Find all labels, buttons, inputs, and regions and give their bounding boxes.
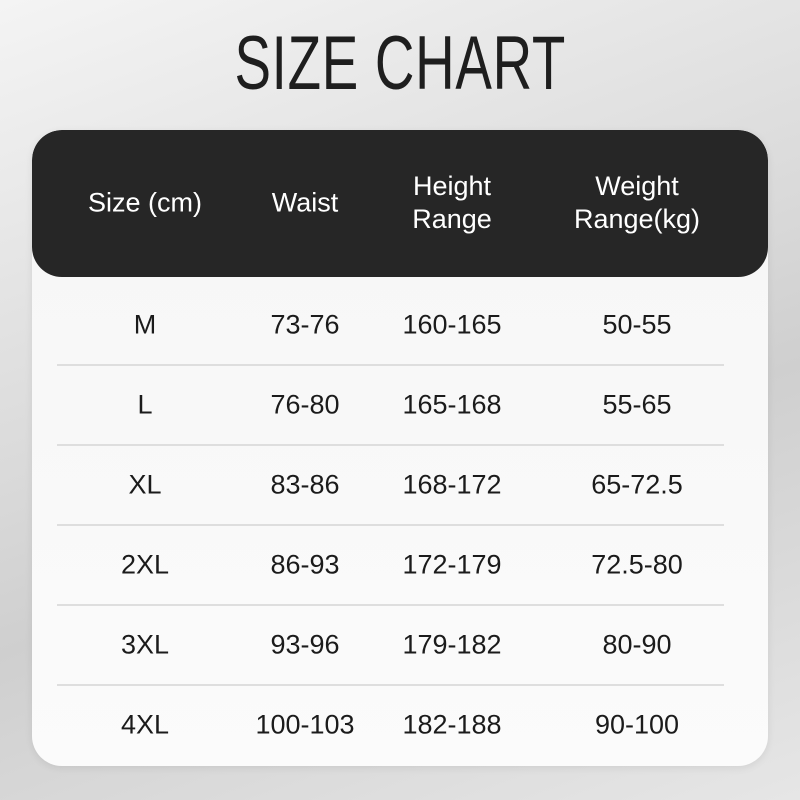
header-line: Size (cm): [88, 187, 202, 218]
table-cell: 50-55: [602, 309, 672, 340]
header-line: Waist: [271, 187, 339, 218]
table-cell: 168-172: [402, 469, 502, 500]
table-cell: M: [133, 309, 157, 340]
column-header: Waist: [272, 187, 339, 220]
row-divider: [57, 604, 724, 606]
table-cell: 76-80: [270, 389, 340, 420]
table-cell: 172-179: [402, 549, 502, 580]
column-header: Height Range: [412, 170, 492, 236]
header-line: Range: [412, 204, 492, 234]
row-divider: [57, 364, 724, 366]
table-cell: 90-100: [594, 709, 680, 740]
table-cell: 86-93: [270, 549, 340, 580]
header-line: Weight: [595, 171, 679, 201]
table-cell: 83-86: [270, 469, 340, 500]
table-cell: 2XL: [120, 549, 170, 580]
table-cell: 179-182: [402, 629, 502, 660]
table-cell: 4XL: [120, 709, 170, 740]
header-line: Range(kg): [573, 204, 701, 234]
page-title: SIZE CHART: [234, 21, 566, 106]
table-cell: XL: [128, 469, 162, 500]
table-cell: 73-76: [270, 309, 340, 340]
table-cell: 160-165: [402, 309, 502, 340]
table-cell: L: [137, 389, 153, 420]
table-cell: 3XL: [120, 629, 170, 660]
table-cell: 80-90: [602, 629, 672, 660]
table-cell: 182-188: [402, 709, 502, 740]
size-table: Size (cm) Waist Height Range Weight Range(kg)…: [32, 130, 768, 766]
column-header: Size (cm): [88, 187, 202, 220]
column-header: Weight Range(kg): [574, 170, 700, 236]
table-cell: 72.5-80: [591, 549, 683, 580]
row-divider: [57, 684, 724, 686]
header-line: Height: [412, 171, 492, 201]
table-cell: 93-96: [270, 629, 340, 660]
table-cell: 55-65: [602, 389, 672, 420]
row-divider: [57, 444, 724, 446]
row-divider: [57, 524, 724, 526]
table-cell: 165-168: [402, 389, 502, 420]
table-header: Size (cm) Waist Height Range Weight Range(kg): [32, 130, 768, 277]
table-cell: 100-103: [255, 709, 355, 740]
table-cell: 65-72.5: [591, 469, 683, 500]
